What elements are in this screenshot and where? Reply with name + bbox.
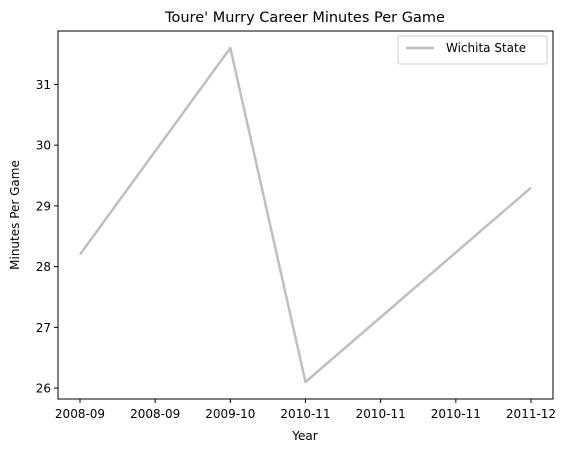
x-tick-label: 2008-09	[55, 407, 105, 421]
legend-box	[397, 35, 548, 65]
x-tick-label: 2009-10	[205, 407, 255, 421]
plot-frame	[57, 30, 554, 400]
series-layer	[78, 46, 532, 384]
y-tick-label: 26	[36, 382, 51, 396]
y-axis-label: Minutes Per Game	[8, 160, 22, 270]
chart-title: Toure' Murry Career Minutes Per Game	[164, 10, 445, 26]
y-axis: 26 27 28 29 30 31	[36, 78, 58, 396]
x-axis-label: Year	[291, 429, 317, 443]
x-tick-label: 2011-12	[506, 407, 556, 421]
series-line	[78, 46, 532, 384]
y-tick-label: 29	[36, 199, 51, 213]
legend: Wichita State	[397, 35, 548, 65]
x-tick-label: 2008-09	[130, 407, 180, 421]
x-tick-label: 2010-11	[280, 407, 330, 421]
y-tick-label: 30	[36, 139, 51, 153]
legend-label: Wichita State	[446, 41, 526, 55]
x-axis: 2008-09 2008-09 2009-10 2010-11 2010-11 2010-…	[55, 399, 556, 421]
y-tick-label: 28	[36, 260, 51, 274]
x-tick-label: 2010-11	[356, 407, 406, 421]
x-tick-label: 2010-11	[431, 407, 481, 421]
y-tick-label: 27	[36, 321, 51, 335]
y-tick-label: 31	[36, 78, 51, 92]
